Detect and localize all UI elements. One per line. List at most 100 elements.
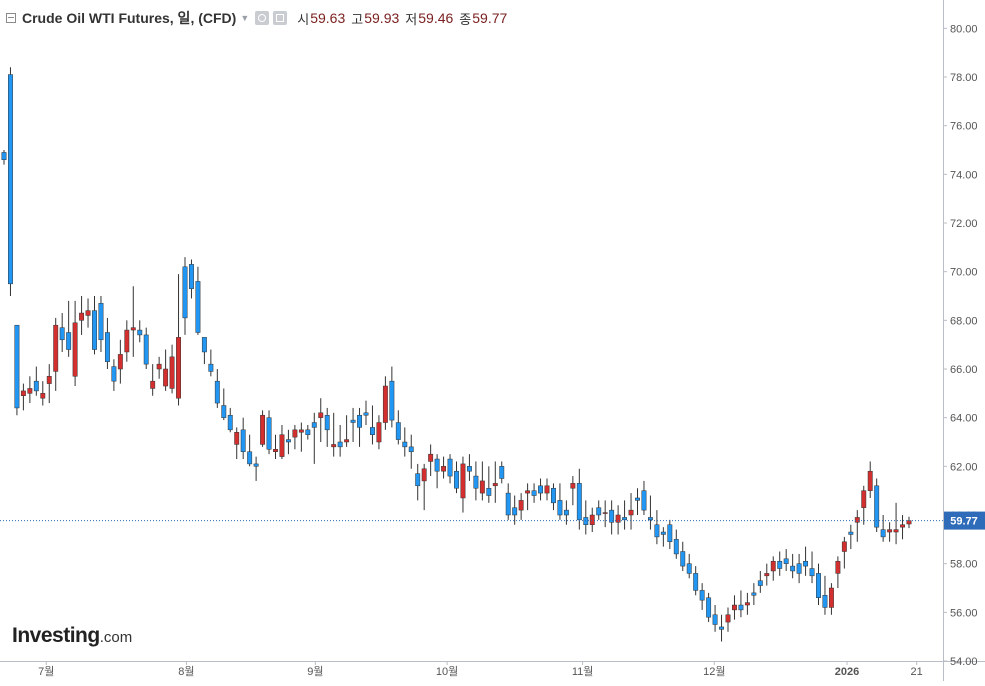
- candle-body: [182, 266, 188, 319]
- candle-body: [596, 507, 602, 516]
- candle-body: [854, 517, 860, 523]
- candle-body: [828, 587, 834, 608]
- candle-body: [680, 551, 686, 567]
- price-tick-label: 76.00: [950, 121, 978, 133]
- settings-icon[interactable]: [273, 11, 288, 25]
- candle-body: [150, 380, 156, 389]
- candle-body: [699, 590, 705, 601]
- candle-body: [719, 626, 724, 630]
- candle-body: [783, 558, 789, 564]
- candle-body: [874, 485, 880, 528]
- candle-body: [208, 363, 214, 372]
- candle-body: [14, 324, 20, 409]
- candle-body: [331, 444, 337, 448]
- candle-body: [434, 458, 440, 472]
- candle-body: [790, 565, 796, 572]
- time-tick-label: 12월: [703, 665, 725, 678]
- dropdown-caret-icon[interactable]: ▼: [240, 13, 250, 23]
- candle-body: [693, 573, 699, 591]
- candle-body: [143, 334, 149, 365]
- candle-body: [822, 595, 828, 608]
- candle-body: [499, 466, 505, 479]
- candle-body: [260, 414, 266, 445]
- time-tick-label: 10월: [436, 665, 458, 678]
- candle-body: [602, 512, 608, 514]
- candle-body: [285, 439, 291, 443]
- candle-body: [92, 310, 97, 350]
- candle-body: [130, 327, 136, 331]
- candle-body: [460, 463, 466, 499]
- low-label: 저: [405, 11, 418, 27]
- price-tick-label: 54.00: [950, 656, 978, 668]
- open-label: 시: [297, 11, 310, 27]
- eye-icon[interactable]: [255, 11, 270, 25]
- time-tick-label: 7월: [38, 665, 54, 678]
- candle-body: [27, 388, 33, 394]
- candle-body: [428, 453, 434, 462]
- candle-body: [861, 490, 867, 508]
- collapse-icon[interactable]: [6, 13, 16, 23]
- candle-body: [796, 563, 802, 574]
- candle-body: [318, 412, 324, 418]
- candle-body: [1, 152, 7, 160]
- candle-body: [292, 429, 298, 438]
- price-tick-label: 56.00: [950, 607, 978, 619]
- candle-body: [479, 480, 485, 494]
- candle-body: [298, 429, 304, 433]
- candle-body: [344, 439, 350, 443]
- candle-body: [46, 376, 52, 384]
- candle-body: [59, 327, 65, 341]
- candle-body: [402, 441, 408, 448]
- candle-body: [53, 324, 59, 372]
- candle-body: [156, 363, 162, 370]
- candle-body: [195, 281, 201, 333]
- candle-body: [647, 517, 653, 521]
- candle-body: [557, 500, 563, 516]
- candle-body: [900, 524, 905, 528]
- price-tick-label: 78.00: [950, 72, 978, 84]
- candle-body: [641, 490, 647, 511]
- candle-body: [570, 483, 576, 489]
- candle-body: [551, 487, 556, 504]
- candle-body: [447, 458, 453, 477]
- candle-body: [305, 429, 311, 435]
- candle-body: [751, 592, 757, 596]
- candle-body: [33, 380, 39, 392]
- candle-body: [667, 524, 673, 543]
- instrument-title: Crude Oil WTI Futures, 일, (CFD): [22, 10, 237, 26]
- time-tick-label: 11월: [572, 665, 594, 678]
- price-tick-label: 80.00: [950, 23, 978, 35]
- candle-body: [835, 560, 841, 574]
- candle-body: [324, 414, 330, 431]
- candle-body: [615, 514, 621, 523]
- candle-body: [247, 451, 253, 465]
- candle-body: [189, 264, 194, 289]
- candle-body: [628, 509, 634, 516]
- candle-body: [279, 434, 285, 457]
- candle-body: [98, 303, 104, 341]
- price-tick-label: 62.00: [950, 461, 978, 473]
- candle-body: [609, 509, 615, 523]
- price-tick-label: 58.00: [950, 559, 978, 571]
- price-tick-label: 66.00: [950, 364, 978, 376]
- candle-body: [240, 429, 246, 452]
- candle-body: [576, 483, 582, 521]
- candle-body: [376, 422, 382, 443]
- candle-body: [635, 497, 640, 501]
- open-value: 59.63: [310, 10, 346, 26]
- candle-body: [415, 473, 421, 487]
- low-value: 59.46: [418, 10, 454, 26]
- candle-body: [492, 483, 498, 487]
- candle-body: [104, 332, 110, 362]
- investing-logo: Investing.com: [12, 624, 133, 647]
- candle-body: [589, 514, 595, 525]
- candle-body: [563, 509, 569, 516]
- high-label: 고: [351, 11, 364, 27]
- candle-body: [512, 507, 518, 516]
- candle-body: [744, 602, 750, 606]
- candle-body: [408, 446, 414, 452]
- candle-body: [706, 597, 712, 618]
- candle-body: [848, 531, 854, 535]
- candle-body: [660, 531, 666, 535]
